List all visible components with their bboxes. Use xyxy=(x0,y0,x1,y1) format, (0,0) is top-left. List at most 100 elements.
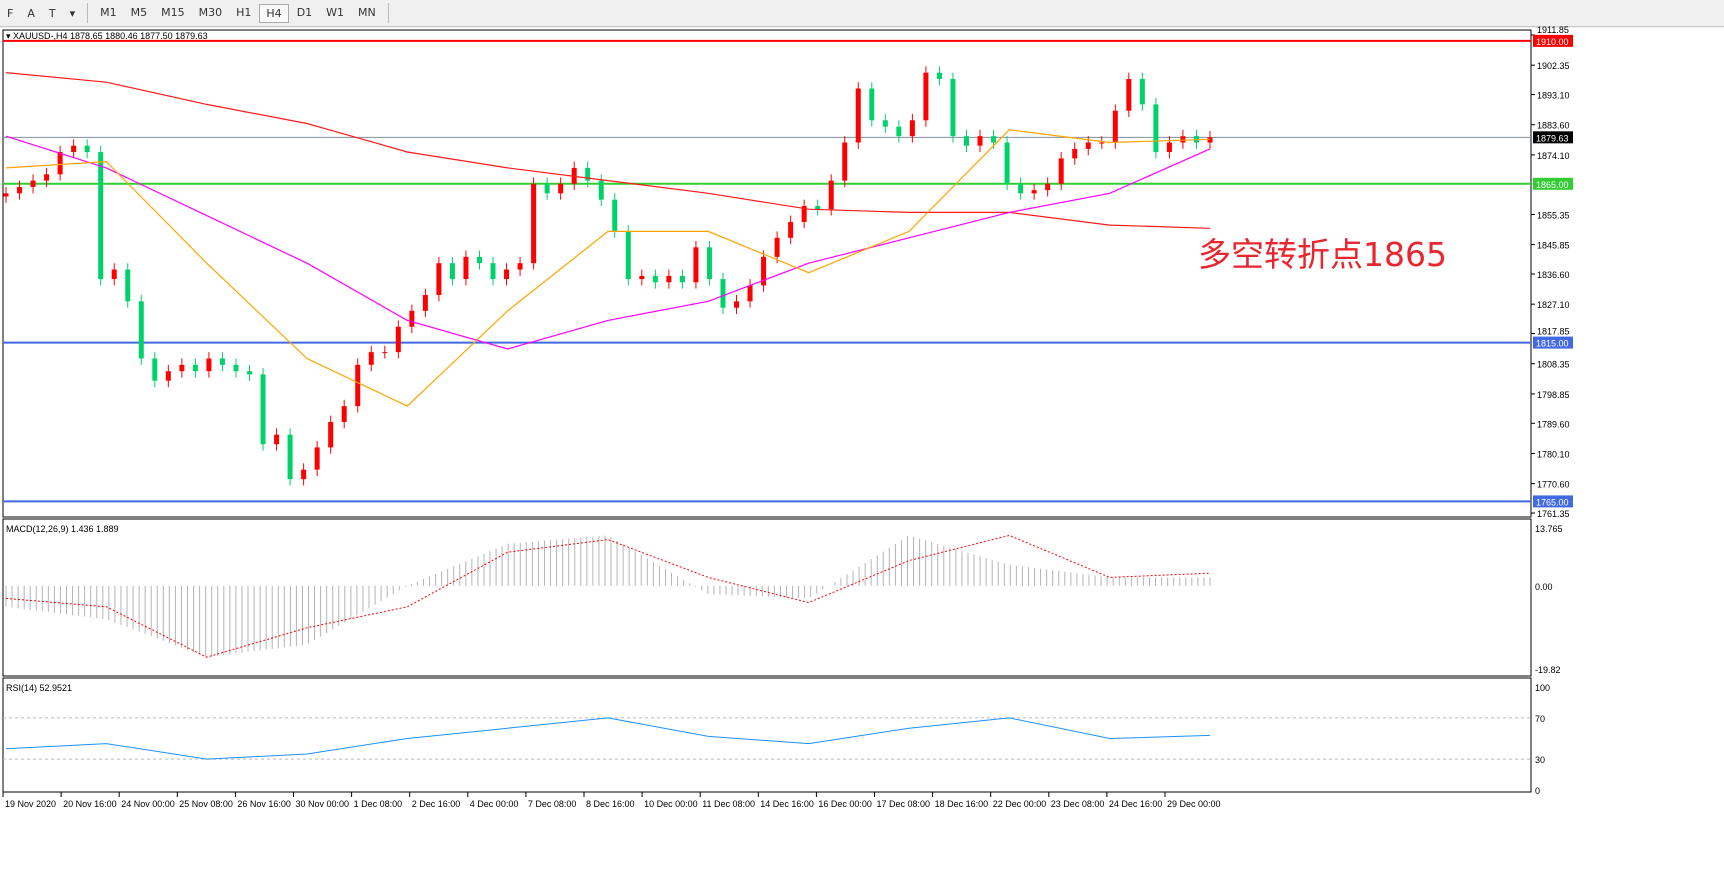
price-axis-label: 1817.85 xyxy=(1537,327,1570,337)
level-tag-label: 1910.00 xyxy=(1536,37,1569,47)
candle-body xyxy=(409,310,415,327)
candle-body xyxy=(652,275,658,283)
time-axis-label: 24 Dec 16:00 xyxy=(1109,799,1163,809)
moving-average-ma_mid xyxy=(5,135,1211,350)
candle-body xyxy=(1153,104,1159,153)
candle-body xyxy=(720,279,726,308)
candle-body xyxy=(1018,183,1024,194)
candle-body xyxy=(138,301,144,359)
timeframe-m15[interactable]: M15 xyxy=(161,5,185,19)
chart-window[interactable] xyxy=(0,28,1724,893)
candle-body xyxy=(788,221,794,238)
toolbar: F A T ▾ M1 M5 M15 M30 H1 H4 D1 W1 MN xyxy=(0,0,1724,27)
timeframe-h4[interactable]: H4 xyxy=(259,3,289,23)
price-axis-label: 1798.85 xyxy=(1537,390,1570,400)
rsi-label: RSI(14) 52.9521 xyxy=(6,683,72,693)
candle-body xyxy=(869,88,875,121)
candle-body xyxy=(382,352,388,354)
current-price-label: 1879.63 xyxy=(1536,133,1569,143)
chart-header-text: XAUUSD-,H4 1878.65 1880.46 1877.50 1879.… xyxy=(13,31,208,41)
candle-body xyxy=(1004,142,1010,184)
timeframe-m5[interactable]: M5 xyxy=(130,5,148,19)
candle-body xyxy=(328,422,334,448)
rsi-axis-label: 100 xyxy=(1535,683,1550,693)
macd-label: MACD(12,26,9) 1.436 1.889 xyxy=(6,524,119,534)
macd-signal-line xyxy=(5,534,1211,658)
candle-body xyxy=(57,152,63,175)
candle-body xyxy=(882,120,888,127)
time-axis-label: 8 Dec 16:00 xyxy=(586,799,635,809)
price-axis-label: 1874.10 xyxy=(1537,151,1570,161)
price-axis-label: 1911.85 xyxy=(1537,25,1569,35)
candle-body xyxy=(152,358,158,381)
candle-body xyxy=(219,358,225,365)
price-axis-label: 1855.35 xyxy=(1537,210,1570,220)
timeframe-d1[interactable]: D1 xyxy=(296,5,313,19)
candle-body xyxy=(828,180,834,210)
candle-body xyxy=(1058,158,1064,184)
toolbar-separator xyxy=(387,3,389,23)
time-axis-label: 14 Dec 16:00 xyxy=(760,799,814,809)
fibo-icon[interactable]: F xyxy=(7,6,14,20)
time-axis-label: 18 Dec 16:00 xyxy=(935,799,989,809)
candle-body xyxy=(517,263,523,270)
candle-body xyxy=(71,145,77,153)
candle-body xyxy=(463,256,469,280)
candle-body xyxy=(747,285,753,302)
candle-body xyxy=(923,72,929,121)
candle-body xyxy=(1085,142,1091,149)
time-axis-label: 4 Dec 00:00 xyxy=(470,799,519,809)
candle-body xyxy=(625,231,631,280)
text-label-icon[interactable]: T xyxy=(48,6,56,20)
price-axis-label: 1761.35 xyxy=(1537,509,1570,519)
candle-body xyxy=(260,374,266,445)
panel-frame-2 xyxy=(2,677,1532,793)
candle-body xyxy=(706,247,712,280)
time-axis-label: 19 Nov 2020 xyxy=(5,799,56,809)
candle-body xyxy=(165,371,171,381)
candle-body xyxy=(1099,142,1105,144)
timeframe-m1[interactable]: M1 xyxy=(100,5,117,19)
level-tag-label: 1815.00 xyxy=(1536,339,1569,349)
price-axis-label: 1893.10 xyxy=(1537,91,1570,101)
candle-body xyxy=(815,206,821,210)
arrows-icon[interactable]: ▾ xyxy=(69,6,76,20)
time-axis-label: 2 Dec 16:00 xyxy=(412,799,461,809)
time-axis-label: 10 Dec 00:00 xyxy=(644,799,698,809)
candle-body xyxy=(679,275,685,283)
candle-body xyxy=(436,263,442,295)
candle-body xyxy=(233,364,239,372)
candle-body xyxy=(693,247,699,283)
candle-body xyxy=(896,126,902,137)
time-axis-label: 11 Dec 08:00 xyxy=(702,799,755,809)
candle-body xyxy=(855,88,861,143)
moving-average-ma_fast xyxy=(5,129,1211,407)
price-axis-label: 1827.10 xyxy=(1537,300,1570,310)
price-axis-label: 1845.85 xyxy=(1537,241,1570,251)
time-axis-label: 1 Dec 08:00 xyxy=(354,799,403,809)
candle-body xyxy=(598,180,604,200)
candle-body xyxy=(17,186,23,194)
time-axis-label: 23 Dec 08:00 xyxy=(1051,799,1105,809)
candle-body xyxy=(801,206,807,222)
current-price-tag xyxy=(1533,131,1573,144)
level-tag xyxy=(1533,336,1573,349)
time-axis-label: 24 Nov 00:00 xyxy=(121,799,175,809)
candle-body xyxy=(355,364,361,407)
time-axis-label: 16 Dec 00:00 xyxy=(818,799,872,809)
timeframe-w1[interactable]: W1 xyxy=(326,5,345,19)
candle-body xyxy=(761,256,767,286)
candle-body xyxy=(301,469,307,480)
timeframe-m30[interactable]: M30 xyxy=(198,5,223,19)
timeframe-mn[interactable]: MN xyxy=(358,5,376,19)
candle-body xyxy=(44,174,50,181)
price-axis-label: 1902.35 xyxy=(1537,61,1570,71)
timeframe-h1[interactable]: H1 xyxy=(236,5,252,19)
candle-body xyxy=(490,263,496,280)
candle-body xyxy=(585,167,591,181)
candle-body xyxy=(287,434,293,480)
candle-body xyxy=(111,269,117,280)
candle-body xyxy=(639,275,645,280)
text-icon[interactable]: A xyxy=(27,6,35,20)
